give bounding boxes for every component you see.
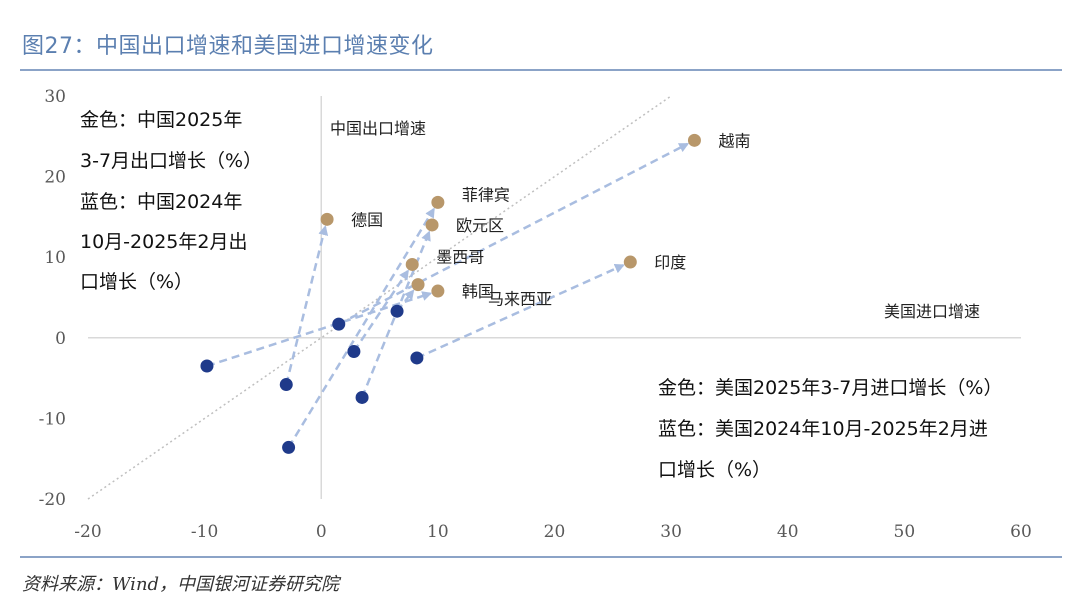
note-right-line-3: 口增长（%） — [658, 459, 771, 481]
x-tick-label: 50 — [894, 522, 916, 542]
x-tick-label: 20 — [544, 522, 566, 542]
y-tick-label: 30 — [44, 87, 66, 107]
arrow-越南 — [338, 142, 690, 326]
y-tick-label: -10 — [39, 409, 66, 429]
point-label-马来西亚: 马来西亚 — [488, 290, 552, 309]
note-left-line-2: 3-7月出口增长（%） — [80, 150, 262, 172]
point-label-欧元区: 欧元区 — [456, 216, 504, 235]
point-2025-韩国 — [431, 284, 445, 298]
arrow-墨西哥 — [352, 269, 409, 353]
point-label-越南: 越南 — [718, 131, 750, 150]
x-tick-label: 40 — [777, 522, 799, 542]
legend-note-left: 金色：中国2025年 3-7月出口增长（%） 蓝色：中国2024年 10月-20… — [80, 109, 262, 293]
source-divider — [20, 556, 1062, 558]
x-tick-label: -10 — [191, 522, 218, 542]
point-2025-墨西哥 — [405, 257, 419, 271]
x-tick-label: 60 — [1010, 522, 1032, 542]
point-2024-马来西亚 — [390, 304, 404, 318]
y-tick-label: 10 — [44, 248, 66, 268]
note-right-line-1: 金色：美国2025年3-7月进口增长（%） — [658, 377, 1002, 399]
arrow-欧元区 — [360, 230, 431, 398]
x-axis-title: 美国进口增速 — [884, 302, 980, 321]
note-left-line-4: 10月-2025年2月出 — [80, 231, 247, 253]
point-2024-德国 — [279, 378, 293, 392]
point-label-德国: 德国 — [351, 210, 383, 229]
point-label-印度: 印度 — [654, 253, 686, 272]
title-divider — [20, 69, 1062, 71]
point-label-韩国: 韩国 — [462, 282, 494, 301]
note-left-line-3: 蓝色：中国2024年 — [80, 191, 242, 213]
x-tick-label: -20 — [74, 522, 101, 542]
point-2025-印度 — [623, 255, 637, 269]
x-tick-label: 10 — [427, 522, 449, 542]
point-2025-马来西亚 — [411, 278, 425, 292]
x-tick-label: 30 — [660, 522, 682, 542]
point-2024-墨西哥 — [347, 345, 361, 359]
arrow-菲律宾 — [287, 207, 435, 449]
source-note: 资料来源：Wind，中国银河证券研究院 — [22, 574, 340, 595]
arrow-德国 — [285, 225, 329, 385]
point-2025-德国 — [320, 212, 334, 226]
point-2024-韩国 — [200, 359, 214, 373]
point-2024-印度 — [410, 351, 424, 365]
note-left-line-1: 金色：中国2025年 — [80, 109, 242, 131]
point-2025-菲律宾 — [431, 195, 445, 209]
point-2025-欧元区 — [425, 218, 439, 232]
figure-title: 图27：中国出口增速和美国进口增速变化 — [22, 34, 434, 59]
arrow-韩国 — [206, 291, 433, 368]
y-axis-title: 中国出口增速 — [330, 119, 426, 138]
point-label-菲律宾: 菲律宾 — [462, 185, 510, 204]
y-tick-label: 20 — [44, 168, 66, 188]
reference-line-45deg — [87, 95, 672, 500]
note-right-line-2: 蓝色：美国2024年10月-2025年2月进 — [658, 418, 988, 440]
point-label-墨西哥: 墨西哥 — [436, 247, 484, 266]
y-tick-label: -20 — [39, 490, 66, 510]
point-2024-越南 — [332, 317, 346, 331]
point-2024-欧元区 — [355, 390, 369, 404]
point-2024-菲律宾 — [282, 440, 296, 454]
x-tick-label: 0 — [316, 522, 327, 542]
arrow-印度 — [416, 264, 625, 360]
note-left-line-5: 口增长（%） — [80, 271, 193, 293]
legend-note-right: 金色：美国2025年3-7月进口增长（%） 蓝色：美国2024年10月-2025… — [658, 377, 1002, 481]
point-2025-越南 — [687, 133, 701, 147]
y-tick-label: 0 — [55, 329, 66, 349]
